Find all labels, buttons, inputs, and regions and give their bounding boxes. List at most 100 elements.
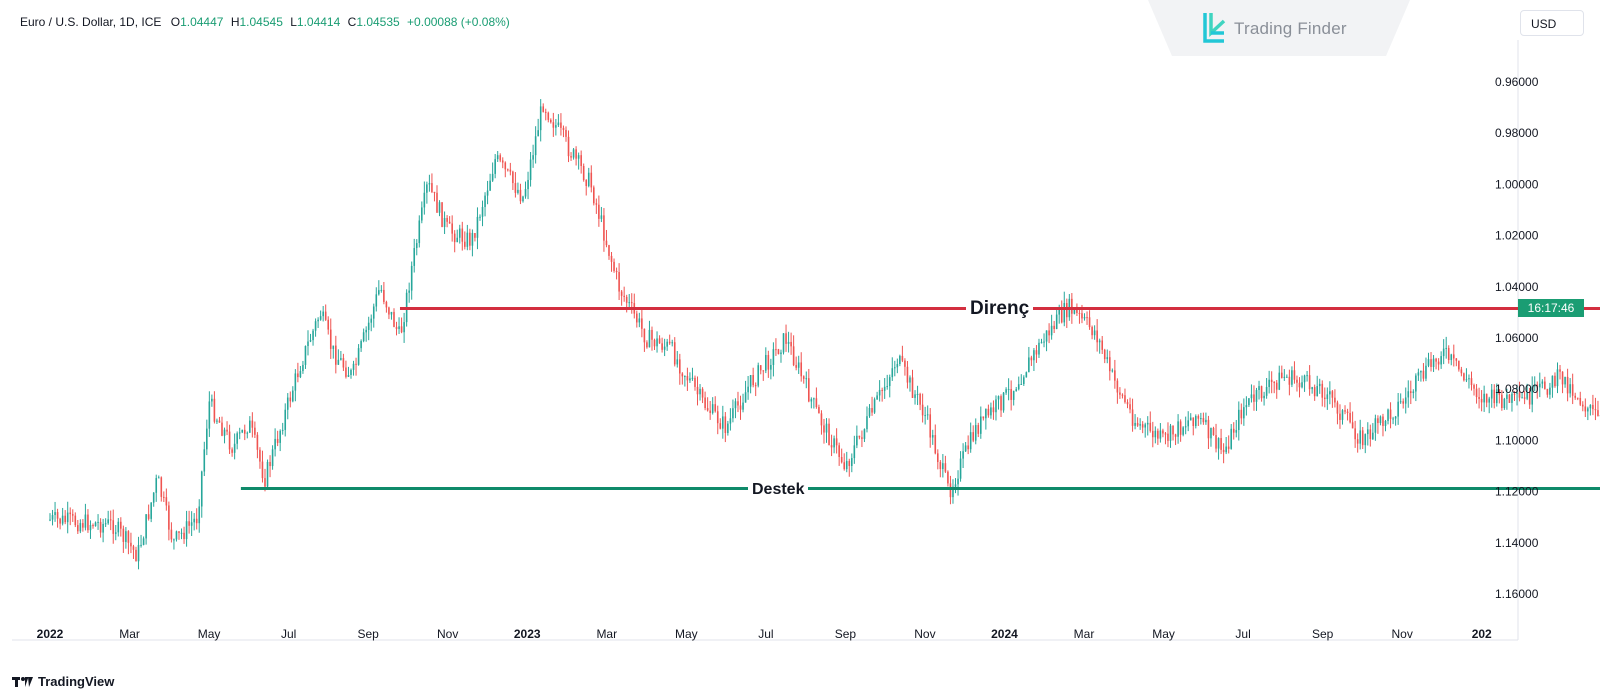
candle [605, 229, 608, 248]
candle-body [679, 359, 681, 374]
candle-body [1146, 422, 1149, 425]
candle-body [1571, 384, 1574, 396]
symbol-legend[interactable]: Euro / U.S. Dollar, 1D, ICE O1.04447 H1.… [20, 15, 510, 29]
candle-body [1334, 397, 1336, 403]
candle-body [1336, 402, 1339, 414]
annotation-lines[interactable] [240, 307, 1600, 491]
candle-body [1412, 391, 1415, 393]
candle [1263, 391, 1265, 406]
candle-body [1551, 375, 1554, 388]
candle-body [403, 322, 405, 333]
candle [1121, 393, 1124, 399]
candle-body [352, 363, 355, 370]
candle [390, 311, 393, 320]
candle [858, 435, 861, 440]
candle [464, 231, 466, 250]
candle-body [66, 512, 69, 523]
candle [1220, 428, 1222, 455]
candle-body [446, 217, 448, 222]
candle [777, 348, 780, 355]
candle [1399, 393, 1402, 404]
candle [1452, 344, 1455, 367]
candle-body [471, 233, 474, 246]
price-axis[interactable]: 0.96000 0.98000 1.00000 1.02000 1.04000 1.060… [1495, 75, 1539, 601]
candle-body [620, 291, 623, 296]
candle [1237, 401, 1240, 441]
candle [398, 317, 400, 334]
candle-body [552, 122, 555, 128]
candle [557, 114, 560, 127]
symbol-title[interactable]: Euro / U.S. Dollar, 1D, ICE [20, 15, 162, 29]
candle-body [309, 340, 312, 342]
candle-body [87, 514, 89, 531]
candle-body [997, 396, 1000, 400]
candle-body [1498, 389, 1501, 395]
candle [534, 126, 537, 164]
candle-body [805, 378, 808, 380]
candle-body [1111, 370, 1114, 372]
candle [562, 125, 565, 138]
candle-body [1250, 394, 1253, 399]
candle [1518, 381, 1521, 402]
candle-body [1230, 428, 1233, 449]
candle [195, 508, 198, 530]
candle [51, 509, 54, 526]
candle-body [1207, 419, 1210, 439]
candle [1351, 411, 1354, 429]
currency-button[interactable]: USD [1520, 10, 1584, 36]
candle [1293, 361, 1296, 384]
support-label[interactable]: Destek [748, 481, 809, 499]
candle [155, 474, 158, 502]
candle-body [1129, 404, 1131, 410]
candle-body [114, 532, 117, 534]
candle-body [524, 189, 527, 197]
candle [942, 454, 944, 478]
candle [1283, 369, 1286, 381]
time-tick-label: May [675, 627, 698, 641]
candle-body [1549, 387, 1551, 395]
candle [1144, 422, 1147, 438]
candle [843, 453, 846, 471]
candle-body [1321, 383, 1324, 398]
candle [421, 201, 423, 224]
candle-body [686, 376, 689, 381]
candle [1096, 319, 1098, 352]
price-tick-label: 1.06000 [1495, 331, 1539, 345]
candle [706, 397, 709, 412]
tradingview-footer[interactable]: TradingView [12, 674, 114, 689]
candle [1015, 386, 1018, 392]
candle [1139, 418, 1141, 430]
candle [1222, 443, 1225, 464]
candle-body [1463, 373, 1465, 381]
candle-body [1108, 357, 1111, 372]
candle-body [777, 349, 780, 355]
candle-body [380, 289, 383, 291]
candle-body [1458, 360, 1460, 370]
candle-body [1237, 409, 1240, 431]
candle [1106, 349, 1109, 364]
candle-body [820, 413, 823, 426]
candle-body [1435, 358, 1437, 362]
candle [729, 408, 732, 431]
candle-body [107, 519, 109, 524]
candle [906, 361, 909, 389]
candle-body [1131, 409, 1134, 426]
candle [1235, 419, 1238, 438]
time-axis[interactable]: 2022 Mar May Jul Sep Nov 2023 Mar May Jul Sep Nov 20… [37, 627, 1492, 641]
candle [1372, 423, 1374, 441]
candle-body [372, 306, 375, 319]
plot-area[interactable] [12, 40, 1518, 640]
candle-body [838, 445, 840, 458]
candle [1230, 424, 1233, 450]
candle [1394, 415, 1397, 426]
candle [527, 171, 529, 200]
candle-body [962, 451, 964, 459]
candle [636, 310, 638, 328]
resistance-label[interactable]: Direnç [966, 298, 1034, 320]
candle-body [1589, 404, 1592, 409]
candle-body [1303, 375, 1306, 383]
candle [193, 513, 195, 531]
candle-body [716, 411, 719, 424]
candle-body [595, 203, 598, 205]
